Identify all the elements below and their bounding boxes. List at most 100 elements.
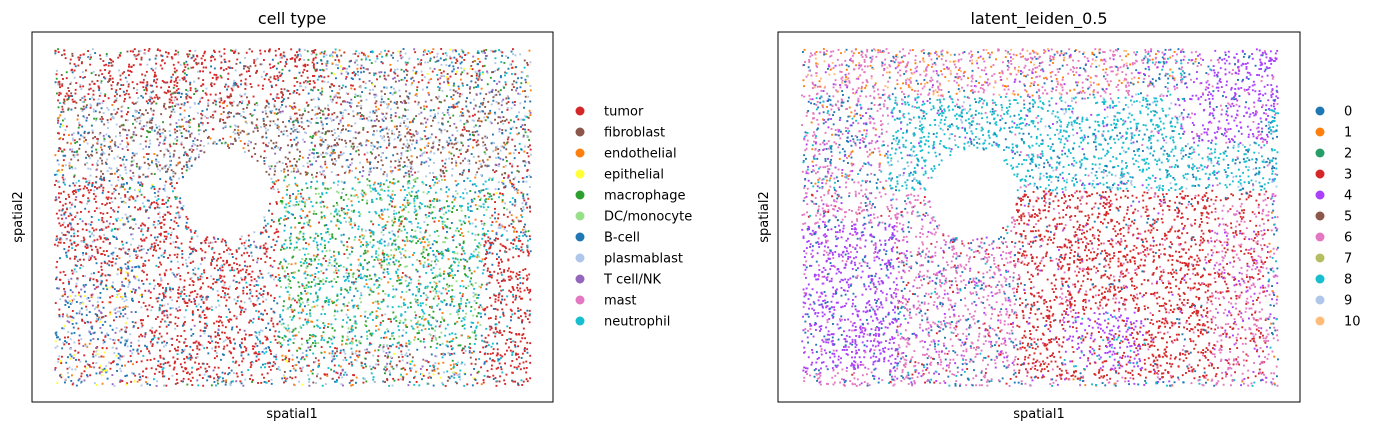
cell-point xyxy=(292,91,295,94)
cell-point xyxy=(149,131,152,134)
cell-point xyxy=(57,360,60,363)
cell-point xyxy=(495,170,498,172)
cell-point xyxy=(269,328,271,331)
cell-point xyxy=(317,98,320,101)
cell-point xyxy=(256,345,259,347)
cell-point xyxy=(72,326,75,329)
cell-point xyxy=(289,370,292,372)
cell-point xyxy=(390,114,393,117)
cell-point xyxy=(196,139,199,141)
cell-point xyxy=(292,123,295,126)
cell-point xyxy=(251,50,253,53)
cell-point xyxy=(315,113,318,116)
cell-point xyxy=(90,366,93,368)
cell-point xyxy=(74,255,76,258)
cell-point xyxy=(149,205,151,207)
cell-point xyxy=(294,364,297,367)
cell-point xyxy=(327,264,330,267)
cell-point xyxy=(253,278,256,281)
cell-point xyxy=(135,275,138,278)
cell-point xyxy=(478,358,481,360)
cell-point xyxy=(380,301,383,303)
cell-point xyxy=(350,379,353,382)
cell-point xyxy=(487,275,490,278)
cell-point xyxy=(309,225,312,228)
cell-point xyxy=(54,81,57,84)
cell-point xyxy=(100,331,103,334)
cell-point xyxy=(319,201,322,204)
cell-point xyxy=(59,298,62,301)
cell-point xyxy=(492,133,494,136)
cell-point xyxy=(340,207,343,210)
cell-point xyxy=(383,208,386,211)
cell-point xyxy=(469,67,472,70)
cell-point xyxy=(338,364,340,367)
cell-point xyxy=(70,92,73,95)
cell-point xyxy=(153,96,156,99)
cell-point xyxy=(426,144,428,147)
cell-point xyxy=(485,93,488,96)
cell-point xyxy=(119,367,122,370)
cell-point xyxy=(404,83,407,86)
cell-point xyxy=(278,108,281,111)
cell-point xyxy=(380,336,383,339)
cell-point xyxy=(480,189,483,192)
cell-point xyxy=(460,73,462,76)
cell-point xyxy=(375,118,378,121)
cell-point xyxy=(339,151,342,154)
cell-point xyxy=(213,267,216,270)
cell-point xyxy=(432,289,435,292)
cell-point xyxy=(446,231,448,233)
cell-point xyxy=(287,278,290,281)
cell-point xyxy=(211,309,213,311)
cell-point xyxy=(90,272,93,275)
cell-point xyxy=(344,85,347,88)
cell-point xyxy=(160,254,163,257)
cell-point xyxy=(164,249,166,252)
cell-point xyxy=(165,384,168,387)
cell-point xyxy=(465,305,467,308)
cell-point xyxy=(529,206,531,209)
cell-point xyxy=(396,68,399,71)
cell-point xyxy=(97,338,99,341)
cell-point xyxy=(123,300,126,303)
cell-point xyxy=(195,63,198,66)
cell-point xyxy=(89,98,91,100)
cell-point xyxy=(231,89,234,92)
cell-point xyxy=(176,260,179,263)
cell-point xyxy=(145,70,148,73)
cell-point xyxy=(391,170,394,172)
cell-point xyxy=(524,131,527,134)
cell-point xyxy=(474,248,477,251)
cell-point xyxy=(422,324,425,327)
cell-point xyxy=(331,90,334,92)
cell-point xyxy=(158,365,161,368)
cell-point xyxy=(153,357,156,360)
cell-point xyxy=(303,287,306,290)
cell-point xyxy=(426,73,429,75)
cell-point xyxy=(529,290,532,293)
cell-point xyxy=(447,205,449,208)
cell-point xyxy=(170,231,173,234)
cell-point xyxy=(141,185,144,187)
cell-point xyxy=(506,325,509,328)
cell-point xyxy=(401,355,404,358)
cell-point xyxy=(82,254,85,256)
cell-point xyxy=(263,150,266,153)
cell-point xyxy=(424,285,427,288)
cell-point xyxy=(509,349,512,352)
cell-point xyxy=(199,144,202,147)
cell-point xyxy=(333,355,335,358)
cell-point xyxy=(195,340,198,343)
cell-point xyxy=(297,141,299,144)
cell-point xyxy=(255,331,258,334)
cell-point xyxy=(466,72,469,75)
cell-point xyxy=(158,141,161,144)
cell-point xyxy=(520,246,523,249)
cell-point xyxy=(353,71,355,74)
cell-point xyxy=(300,74,303,77)
cell-point xyxy=(189,89,192,92)
cell-point xyxy=(199,335,202,337)
cell-point xyxy=(404,249,407,252)
cell-point xyxy=(294,119,297,122)
